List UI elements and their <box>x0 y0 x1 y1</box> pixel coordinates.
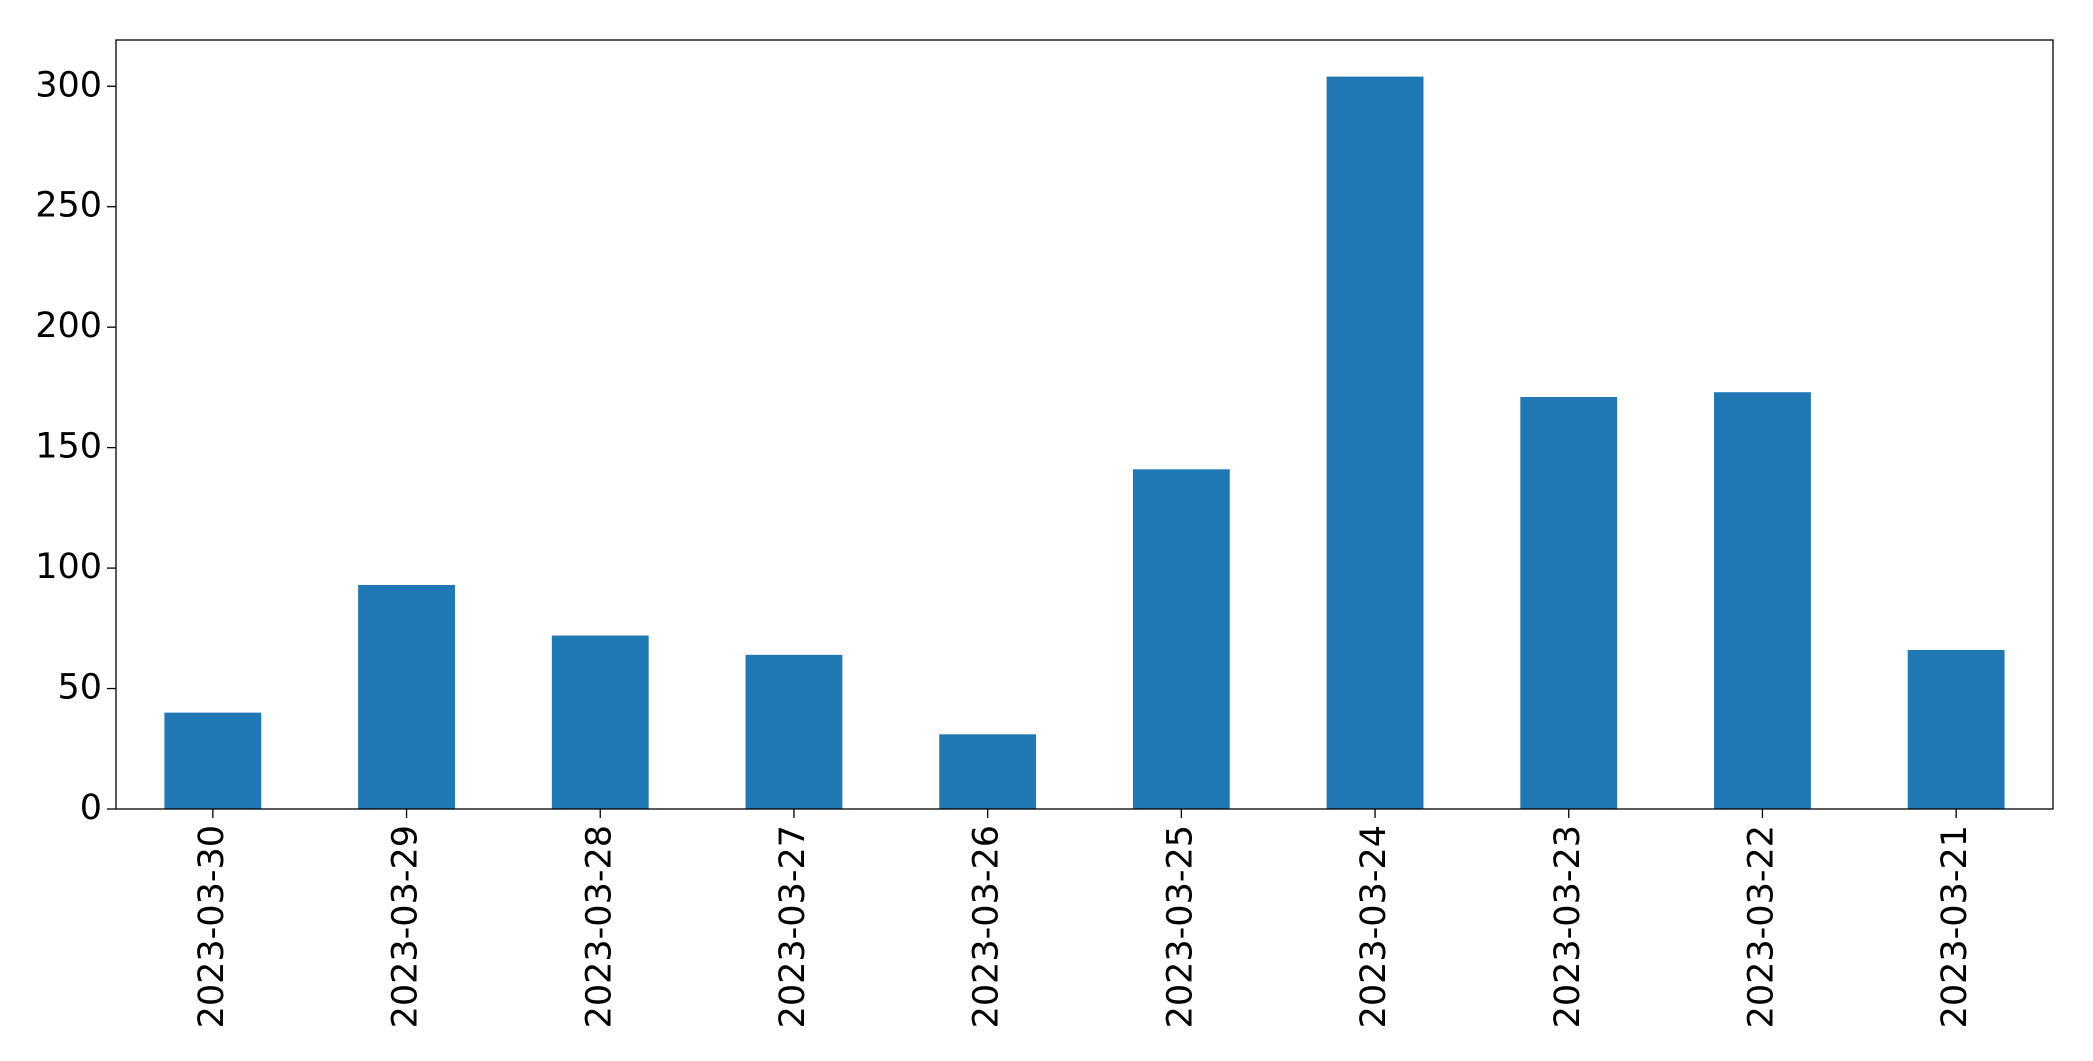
y-tick-label: 300 <box>35 65 102 105</box>
x-tick-label: 2023-03-21 <box>1935 825 1975 1028</box>
bar <box>551 635 649 809</box>
y-tick-label: 0 <box>80 788 102 828</box>
x-tick-label: 2023-03-28 <box>579 825 619 1028</box>
bar <box>1132 469 1230 809</box>
y-tick-label: 100 <box>35 547 102 587</box>
y-tick-label: 50 <box>57 668 102 708</box>
y-tick-label: 150 <box>35 427 102 467</box>
bar <box>1326 76 1424 810</box>
bar <box>1907 649 2005 809</box>
x-tick-label: 2023-03-26 <box>967 825 1007 1028</box>
x-tick-label: 2023-03-25 <box>1160 825 1200 1028</box>
bar <box>939 734 1037 809</box>
y-tick-label: 250 <box>35 186 102 226</box>
bar <box>164 712 262 809</box>
plot-frame <box>115 39 2054 810</box>
bar <box>1714 392 1811 809</box>
bar <box>1520 397 1618 809</box>
y-tick-label: 200 <box>35 306 102 346</box>
x-tick-label: 2023-03-29 <box>386 825 426 1028</box>
bar <box>358 584 455 809</box>
x-tick-label: 2023-03-24 <box>1354 825 1394 1028</box>
bar <box>745 654 843 809</box>
x-tick-label: 2023-03-30 <box>192 825 232 1028</box>
x-tick-label: 2023-03-23 <box>1548 825 1588 1028</box>
x-tick-label: 2023-03-22 <box>1741 825 1781 1028</box>
x-tick-label: 2023-03-27 <box>773 825 813 1028</box>
